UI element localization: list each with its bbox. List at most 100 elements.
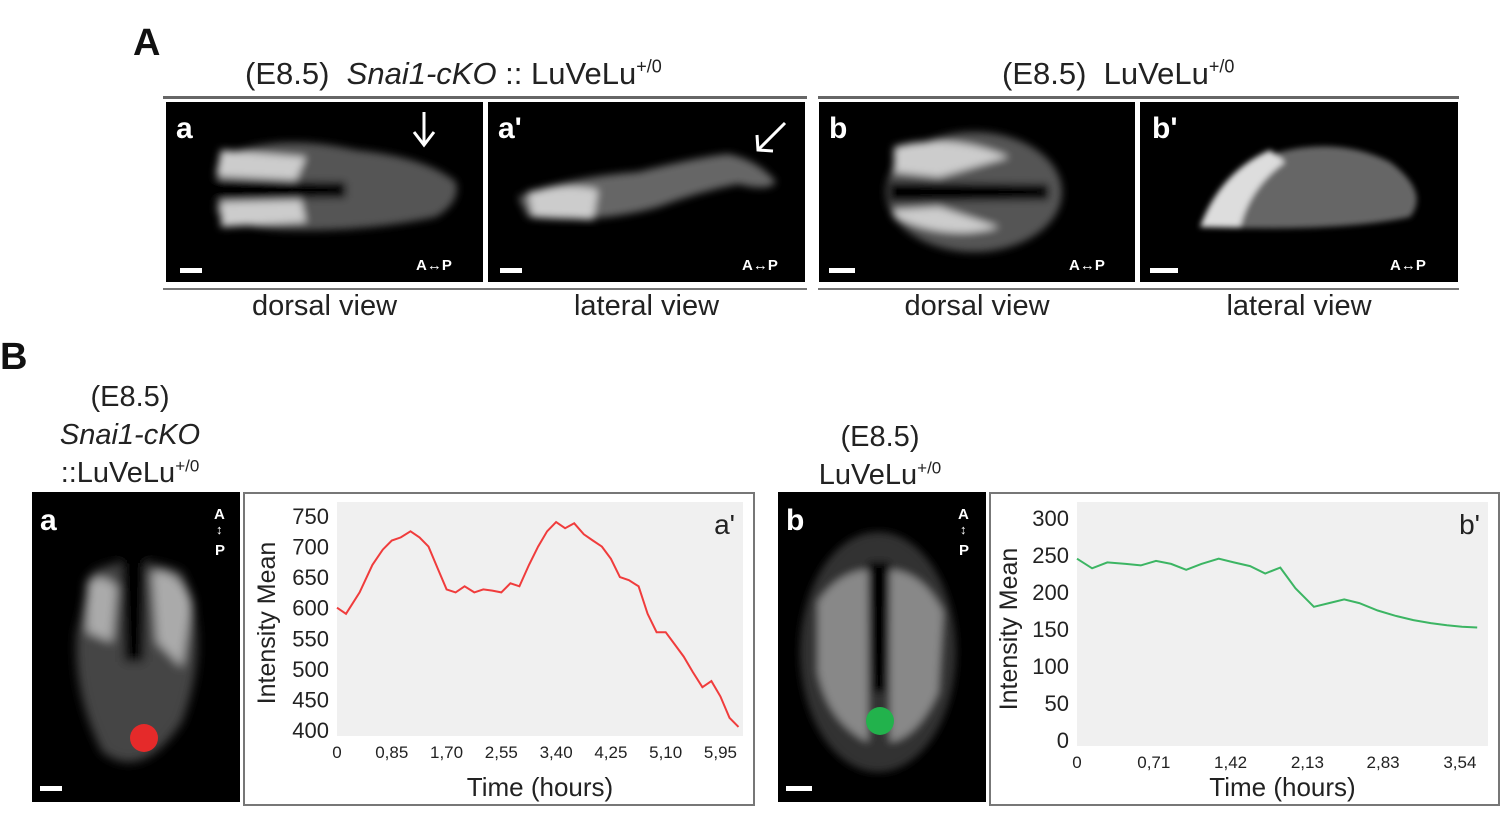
embryo-signal-b bbox=[886, 132, 1062, 252]
x-tick-label: 0,85 bbox=[375, 743, 408, 762]
bottom-rule-left bbox=[163, 288, 807, 290]
scale-bar bbox=[786, 786, 812, 791]
micrograph-a-prime-lateral: a' A↔P bbox=[488, 102, 805, 282]
plot-area bbox=[1077, 502, 1488, 746]
y-axis-label: Intensity Mean bbox=[995, 548, 1023, 711]
view-label-b-prime: lateral view bbox=[1226, 290, 1372, 322]
chart-b-prime: 0 50 100 150 200 250 300 0 0,71 1,42 2,13 2,83 3,54 T… bbox=[989, 492, 1500, 806]
roi-marker-red bbox=[130, 724, 158, 752]
micrograph-b-panel-a: a A ↕ P bbox=[32, 492, 240, 802]
embryo-signal-a-prime bbox=[518, 154, 776, 220]
scale-bar bbox=[180, 268, 202, 273]
plot-area bbox=[337, 502, 743, 736]
y-tick-label: 750 bbox=[292, 504, 329, 529]
scale-bar bbox=[829, 268, 855, 273]
axis-a: A bbox=[958, 506, 969, 523]
micrograph-b-prime-lateral: b' A↔P bbox=[1140, 102, 1458, 282]
axis-p: P bbox=[959, 542, 970, 559]
y-tick-label: 650 bbox=[292, 565, 329, 590]
scale-bar bbox=[40, 786, 62, 791]
y-axis-label: Intensity Mean bbox=[253, 542, 281, 705]
chart-a-prime-svg: 400 450 500 550 600 650 700 750 0 0,85 1,70 2,55 3,4… bbox=[253, 502, 743, 802]
micrograph-b-label: b bbox=[829, 112, 848, 145]
micrograph-b-dorsal: b A↔P bbox=[819, 102, 1135, 282]
caption-reporter: ::LuVeLu+/0 bbox=[60, 456, 200, 489]
x-axis-label: Time (hours) bbox=[467, 772, 613, 802]
arrow-icon bbox=[412, 112, 436, 148]
view-label-b: dorsal view bbox=[904, 290, 1050, 322]
embryo-signal-bb bbox=[800, 532, 956, 772]
micrograph-a-dorsal: a A↔P bbox=[166, 102, 483, 282]
x-tick-label: 4,25 bbox=[594, 743, 627, 762]
series-line bbox=[1076, 557, 1478, 629]
x-tick-label: 0 bbox=[1072, 753, 1081, 772]
y-tick-label: 100 bbox=[1032, 654, 1069, 679]
y-tick-label: 50 bbox=[1045, 691, 1069, 716]
y-tick-label: 0 bbox=[1057, 728, 1069, 753]
panel-b-left-caption: (E8.5) Snai1-cKO ::LuVeLu+/0 bbox=[20, 378, 240, 492]
y-tick-label: 550 bbox=[292, 626, 329, 651]
x-tick-label: 5,95 bbox=[704, 743, 737, 762]
embryo-signal-b-prime bbox=[1200, 146, 1417, 229]
y-tick-label: 500 bbox=[292, 657, 329, 682]
micrograph-bb-label: b bbox=[786, 504, 805, 537]
y-tick-label: 150 bbox=[1032, 617, 1069, 642]
x-tick-label: 5,10 bbox=[649, 743, 682, 762]
y-tick-label: 400 bbox=[292, 718, 329, 743]
x-tick-label: 3,54 bbox=[1443, 753, 1476, 772]
caption-genotype: Snai1-cKO bbox=[59, 419, 201, 451]
caption-reporter: LuVeLu+/0 bbox=[818, 458, 942, 491]
roi-marker-green bbox=[866, 707, 894, 735]
bottom-rule-right bbox=[818, 288, 1459, 290]
x-tick-label: 2,55 bbox=[485, 743, 518, 762]
axis-ap-b: A↔P bbox=[1069, 257, 1105, 274]
chart-panel-label: b' bbox=[1459, 509, 1480, 540]
chart-panel-label: a' bbox=[714, 509, 735, 540]
axis-arrow-icon: ↕ bbox=[216, 522, 223, 537]
micrograph-a-prime-label: a' bbox=[498, 112, 522, 145]
caption-stage: (E8.5) bbox=[840, 421, 920, 453]
view-label-a: dorsal view bbox=[251, 290, 398, 322]
y-tick-label: 250 bbox=[1032, 543, 1069, 568]
embryo-signal-a bbox=[216, 142, 457, 231]
axis-ap-a: A↔P bbox=[416, 257, 452, 274]
panel-a-letter: A bbox=[133, 22, 161, 64]
micrograph-b-prime-label: b' bbox=[1152, 112, 1178, 145]
panel-b-right-caption: (E8.5) LuVeLu+/0 bbox=[780, 418, 980, 494]
y-tick-label: 450 bbox=[292, 687, 329, 712]
axis-arrow-icon: ↕ bbox=[960, 522, 967, 537]
view-label-a-prime: lateral view bbox=[573, 290, 720, 322]
panel-b-letter: B bbox=[0, 336, 28, 378]
panel-a-left-header: (E8.5) Snai1-cKO :: LuVeLu+/0 bbox=[245, 56, 662, 91]
micrograph-a-label: a bbox=[176, 112, 193, 145]
micrograph-ba-label: a bbox=[40, 504, 57, 537]
panel-a-right-header: (E8.5) LuVeLu+/0 bbox=[1002, 56, 1235, 91]
axis-ap-a-prime: A↔P bbox=[742, 257, 778, 274]
arrow-icon bbox=[755, 121, 787, 153]
y-tick-label: 300 bbox=[1032, 506, 1069, 531]
x-tick-label: 0 bbox=[332, 743, 341, 762]
axis-p: P bbox=[215, 542, 226, 559]
series-line bbox=[336, 520, 740, 728]
scale-bar bbox=[1150, 268, 1178, 273]
scale-bar bbox=[500, 268, 522, 273]
caption-stage: (E8.5) bbox=[90, 381, 170, 413]
x-tick-label: 2,13 bbox=[1291, 753, 1324, 772]
x-tick-label: 2,83 bbox=[1367, 753, 1400, 772]
header-rule-left bbox=[163, 96, 807, 99]
axis-a: A bbox=[214, 506, 225, 523]
y-tick-label: 700 bbox=[292, 535, 329, 560]
y-tick-label: 600 bbox=[292, 596, 329, 621]
x-tick-label: 0,71 bbox=[1137, 753, 1170, 772]
chart-b-prime-svg: 0 50 100 150 200 250 300 0 0,71 1,42 2,13 2,83 3,54 T… bbox=[995, 502, 1488, 802]
header-rule-right bbox=[818, 96, 1459, 99]
x-tick-label: 1,70 bbox=[430, 743, 463, 762]
y-tick-label: 200 bbox=[1032, 580, 1069, 605]
chart-a-prime: 400 450 500 550 600 650 700 750 0 0,85 1,70 2,55 3,4… bbox=[243, 492, 755, 806]
x-tick-label: 1,42 bbox=[1214, 753, 1247, 772]
x-tick-label: 3,40 bbox=[540, 743, 573, 762]
embryo-signal-ba bbox=[76, 542, 197, 762]
micrograph-b-panel-b: b A ↕ P bbox=[778, 492, 986, 802]
x-axis-label: Time (hours) bbox=[1209, 772, 1355, 802]
axis-ap-b-prime: A↔P bbox=[1390, 257, 1426, 274]
